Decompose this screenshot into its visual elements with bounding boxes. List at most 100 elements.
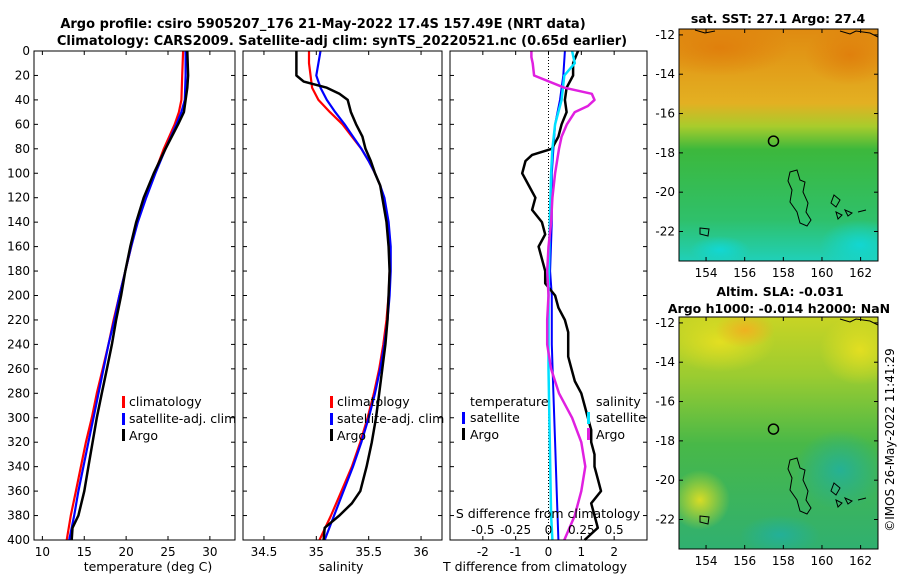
- temperature-panel: 0 20 40 60 80 100 120 140 160 180 200 220 240 260 280 3…: [7, 44, 236, 574]
- figure-title-line1: Argo profile: csiro 5905207_176 21-May-2…: [60, 17, 585, 32]
- x-tick-top-label: -0.5: [471, 523, 494, 537]
- legend-satellite-swatch: [330, 413, 333, 425]
- x-tick-label: 158: [772, 554, 795, 568]
- y-tick-label: 360: [7, 484, 30, 498]
- y-tick-label: -14: [655, 67, 675, 81]
- salinity-panel: 34.5 35 35.5 36 salinity climatology satell…: [242, 50, 444, 574]
- legend-salinity-title: salinity: [596, 394, 641, 409]
- y-tick-label: 260: [7, 362, 30, 376]
- x-tick-top-label: 0.5: [605, 523, 624, 537]
- x-tick-label: 20: [118, 545, 133, 559]
- figure-title-line2: Climatology: CARS2009. Satellite-adj cli…: [57, 34, 627, 49]
- legend-sal-argo-swatch: [587, 428, 590, 440]
- y-tick-label: -20: [655, 185, 675, 199]
- legend-sal-satellite: satellite: [596, 410, 646, 425]
- y-tick-label: 280: [7, 386, 30, 400]
- y-tick-label: 220: [7, 313, 30, 327]
- y-tick-label: 40: [15, 93, 30, 107]
- y-tick-label: 80: [15, 142, 30, 156]
- series-line-argo: [70, 50, 190, 541]
- y-tick-label: 400: [7, 533, 30, 547]
- legend-climatology: climatology: [337, 394, 410, 409]
- series-line-satellite-adj-clim: [315, 50, 392, 541]
- series-line-satellite-adj-clim: [68, 51, 187, 541]
- x-tick-label: 10: [35, 545, 50, 559]
- x-tick-label: 160: [811, 554, 834, 568]
- legend-temp-argo-swatch: [462, 428, 465, 440]
- difference-xlabel: T difference from climatology: [442, 559, 628, 574]
- temperature-xlabel: temperature (deg C): [84, 559, 213, 574]
- difference-series: [520, 50, 603, 541]
- map-frame: [678, 28, 879, 262]
- legend-argo-swatch: [122, 429, 125, 441]
- legend-satellite: satellite-adj. clim: [337, 411, 444, 426]
- x-tick-label: 25: [160, 545, 175, 559]
- x-tick-label: 162: [849, 554, 872, 568]
- y-tick-label: 180: [7, 264, 30, 278]
- map-frame: [678, 316, 879, 550]
- sla-map: Altim. SLA: -0.031 Argo h1000: -0.014 h2…: [655, 284, 890, 568]
- x-tick-label: 30: [202, 545, 217, 559]
- y-tick-label: -18: [655, 146, 675, 160]
- series-line-argo: [295, 51, 391, 541]
- x-tick-top-label: -0.25: [500, 523, 531, 537]
- y-tick-label: -18: [655, 434, 675, 448]
- legend-sal-argo: Argo: [596, 427, 625, 442]
- salinity-legend: climatology satellite-adj. clim Argo: [330, 394, 444, 443]
- y-tick-label: -14: [655, 355, 675, 369]
- legend-climatology: climatology: [129, 394, 202, 409]
- series-line-climatology: [307, 51, 391, 541]
- difference-axes: -2 -1 0 1 2 -0.5 -0.25 0 0.25 0.5: [449, 50, 648, 559]
- x-tick-label: 156: [733, 266, 756, 280]
- sla-field: [679, 317, 878, 549]
- salinity-xlabel: salinity: [319, 559, 364, 574]
- x-tick-label: 158: [772, 266, 795, 280]
- temperature-legend: climatology satellite-adj. clim Argo: [122, 394, 236, 443]
- credit-text: ©IMOS 26-May-2022 11:41:29: [883, 348, 897, 532]
- difference-panel: -2 -1 0 1 2 -0.5 -0.25 0 0.25 0.5 T difference fr…: [442, 50, 648, 574]
- series-line-temperature-satellite: [549, 50, 566, 541]
- temperature-series: [65, 50, 190, 541]
- y-tick-label: 240: [7, 337, 30, 351]
- sst-field: [679, 29, 878, 261]
- argo-location-marker: [767, 135, 780, 147]
- argo-location-marker: [767, 423, 780, 435]
- x-tick-label: -2: [477, 545, 489, 559]
- y-tick-label: -16: [655, 107, 675, 121]
- salinity-axes: 34.5 35 35.5 36: [242, 50, 443, 559]
- x-tick-label: 0: [545, 545, 553, 559]
- y-tick-label: -22: [655, 225, 675, 239]
- sst-map-axes: 154 156 158 160 162 -12 -14 -16 -18 -20 -22: [655, 28, 879, 280]
- y-tick-label: -12: [655, 28, 675, 42]
- x-tick-label: 160: [811, 266, 834, 280]
- y-tick-label: 200: [7, 289, 30, 303]
- sla-map-axes: 154 156 158 160 162 -12 -14 -16 -18 -20 -22: [655, 316, 879, 568]
- y-tick-label: -20: [655, 473, 675, 487]
- x-tick-label: -1: [510, 545, 522, 559]
- legend-climatology-swatch: [330, 396, 333, 408]
- legend-temperature-title: temperature: [470, 394, 549, 409]
- legend-argo: Argo: [337, 428, 366, 443]
- x-tick-label: 156: [733, 554, 756, 568]
- difference-legend-left: temperature satellite Argo: [462, 394, 549, 442]
- x-tick-top-label: 0: [545, 523, 553, 537]
- y-tick-label: 340: [7, 460, 30, 474]
- y-tick-label: 300: [7, 411, 30, 425]
- x-tick-label: 2: [610, 545, 618, 559]
- sst-map-title: sat. SST: 27.1 Argo: 27.4: [691, 11, 866, 26]
- y-tick-label: 320: [7, 435, 30, 449]
- legend-sal-satellite-swatch: [587, 412, 590, 424]
- sla-map-title-line1: Altim. SLA: -0.031: [716, 284, 843, 299]
- legend-temp-argo: Argo: [470, 427, 499, 442]
- series-line-temperature-argo: [520, 50, 603, 541]
- y-tick-label: 60: [15, 117, 30, 131]
- x-tick-label: 15: [77, 545, 92, 559]
- sst-map: sat. SST: 27.1 Argo: 27.4 154 156 158 160 16…: [655, 11, 879, 280]
- y-tick-label: -12: [655, 316, 675, 330]
- sla-map-title-line2: Argo h1000: -0.014 h2000: NaN: [668, 301, 890, 316]
- y-tick-label: -22: [655, 513, 675, 527]
- x-tick-label: 35: [309, 545, 324, 559]
- x-tick-label: 34.5: [251, 545, 278, 559]
- legend-satellite: satellite-adj. clim: [129, 411, 236, 426]
